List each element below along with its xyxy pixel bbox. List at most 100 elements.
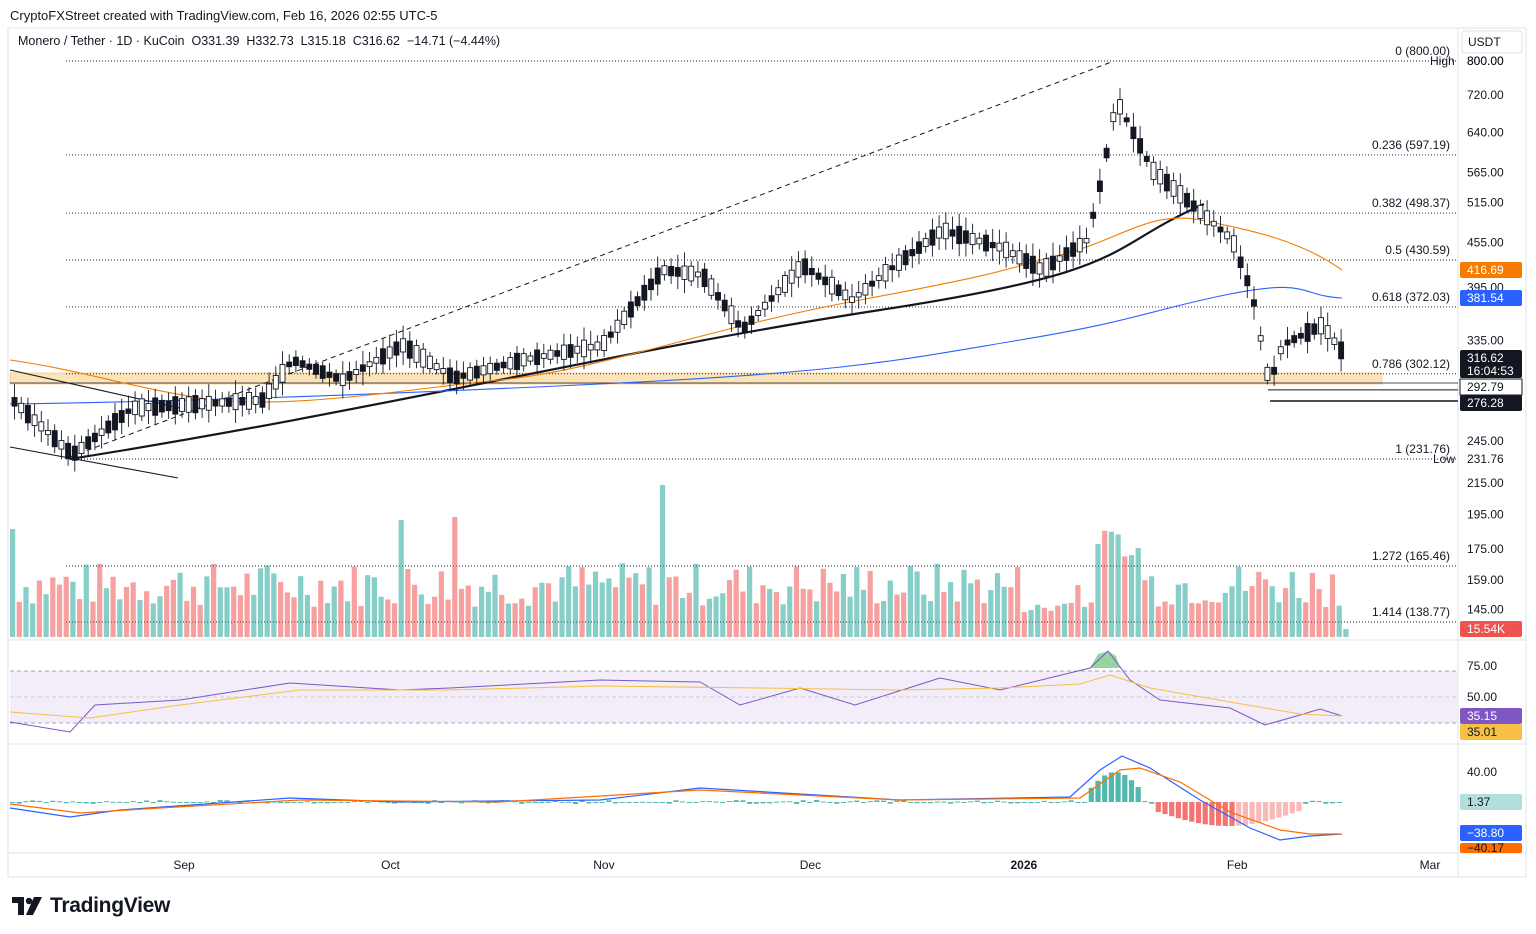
volume-bar	[257, 568, 264, 637]
fib-label: 0.382 (498.37)	[1372, 196, 1450, 210]
low-label: Low	[1433, 452, 1455, 466]
volume-bar	[867, 570, 873, 637]
volume-bar	[217, 587, 223, 637]
candle-body	[594, 341, 601, 351]
macd-bar	[1283, 802, 1289, 816]
candle-body	[246, 391, 252, 410]
candle-body	[239, 397, 246, 406]
macd-bar	[639, 801, 645, 803]
candle-body	[98, 428, 105, 436]
volume-bar	[572, 586, 578, 637]
candle-body	[902, 250, 909, 266]
volume-bar	[117, 599, 123, 637]
candle-body	[366, 361, 373, 368]
volume-bar	[666, 577, 672, 637]
candle-body	[607, 331, 614, 338]
tradingview-logo[interactable]: TradingView	[12, 894, 170, 918]
macd-bar	[318, 802, 324, 804]
volume-bar	[733, 569, 739, 637]
volume-bar	[807, 589, 813, 637]
macd-bar	[700, 801, 706, 803]
candle-body	[1050, 255, 1056, 271]
macd-bar	[70, 801, 76, 803]
countdown-text: 16:04:53	[1467, 364, 1514, 378]
volume-bar	[412, 584, 418, 637]
volume-bar	[1276, 602, 1282, 637]
macd-bar	[1229, 802, 1235, 826]
candle-body	[125, 408, 132, 414]
time-axis[interactable]: Sep Oct Nov Dec 2026 Feb Mar	[173, 858, 1440, 872]
candle-body	[259, 392, 266, 408]
macd-bar	[324, 802, 331, 804]
macd-bar	[706, 801, 712, 803]
ema50-tag-box	[1460, 262, 1522, 278]
macd-bar	[981, 802, 987, 804]
candle-body	[1251, 299, 1257, 307]
fib-label: 1.414 (138.77)	[1372, 605, 1450, 619]
macd-bar	[927, 802, 934, 804]
volume-bar	[592, 571, 599, 637]
volume-bar	[244, 573, 250, 637]
volume-bar	[157, 596, 163, 637]
volume-bar	[278, 582, 284, 637]
macd-bar	[1202, 802, 1208, 825]
candle-body	[1076, 237, 1083, 253]
macd-bar	[90, 802, 96, 804]
rsi-tag-text: 35.15	[1467, 709, 1497, 723]
volume-bar	[398, 520, 404, 637]
candle-body	[581, 339, 587, 358]
fib-label: 0.618 (372.03)	[1372, 290, 1450, 304]
macd-bar	[378, 801, 384, 803]
macd-bar	[1021, 802, 1027, 803]
volume-bar	[211, 564, 217, 637]
macd-bar	[840, 802, 846, 803]
candle-body	[326, 371, 333, 378]
candle-body	[51, 430, 58, 448]
volume-bar	[921, 594, 927, 637]
volume-bar	[713, 596, 719, 637]
candle-body	[1291, 335, 1298, 344]
candle-body	[31, 414, 38, 427]
macd-bar	[1289, 802, 1295, 814]
macd-bar	[237, 802, 243, 804]
macd-bar	[331, 802, 337, 803]
candle-body	[721, 299, 728, 312]
macd-bar	[653, 802, 659, 803]
volume-bar	[559, 577, 565, 637]
candle-body	[822, 276, 829, 286]
volume-bar	[894, 594, 900, 637]
candle-body	[587, 343, 594, 351]
macd-bar	[338, 801, 344, 803]
macd-tag-text: −38.80	[1467, 826, 1504, 840]
candle-body	[849, 296, 855, 303]
candle-body	[983, 234, 989, 252]
volume-tag-box	[1460, 621, 1522, 637]
fib-label: 0.5 (430.59)	[1385, 243, 1450, 257]
macd-bar	[157, 800, 163, 802]
macd-bar	[1001, 801, 1007, 803]
volume-bar	[345, 601, 351, 637]
macd-bar	[412, 802, 418, 803]
macd-bar	[358, 800, 364, 802]
macd-bar	[385, 802, 391, 803]
ohlc-close: C316.62	[352, 34, 401, 48]
currency-box[interactable]	[1461, 30, 1523, 54]
volume-bar	[773, 592, 779, 637]
macd-bar	[110, 801, 116, 803]
volume-bar	[43, 594, 49, 637]
candle-body	[956, 225, 963, 245]
symbol-legend[interactable]: Monero / Tether · 1D · KuCoin O331.39 H3…	[18, 34, 500, 48]
macd-bar	[1276, 802, 1282, 818]
macd-bar	[867, 801, 873, 803]
volume-bar	[881, 600, 887, 637]
volume-bar	[170, 579, 176, 637]
volume-bar	[1236, 566, 1242, 637]
macd-bar	[1041, 800, 1047, 802]
volume-bar	[646, 567, 652, 637]
volume-bar	[753, 603, 759, 637]
candle-body	[929, 229, 936, 246]
price-axis[interactable]: 800.00720.00640.00565.00515.00455.00395.…	[1467, 54, 1504, 779]
volume-bar	[613, 587, 619, 637]
candle-body	[453, 370, 460, 385]
